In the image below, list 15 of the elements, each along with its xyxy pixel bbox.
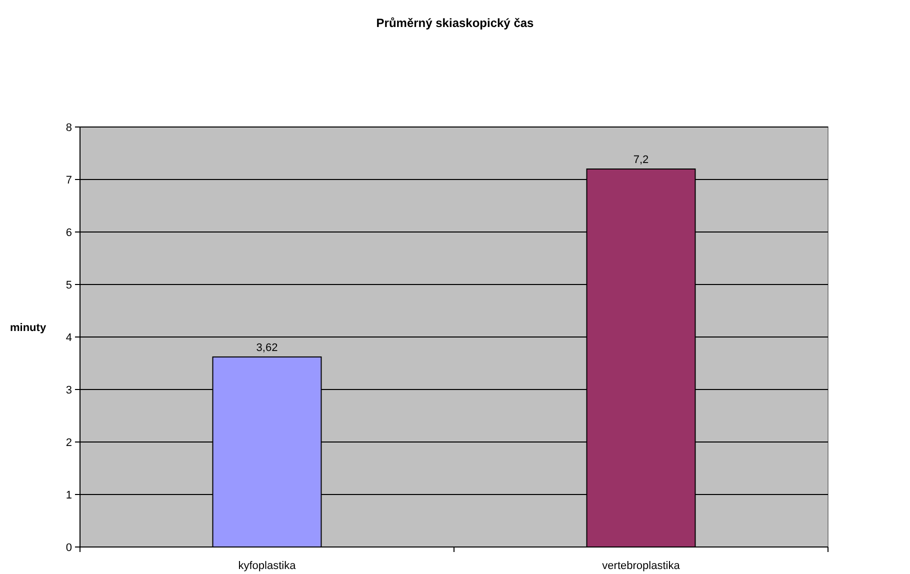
y-tick-label: 7: [66, 174, 72, 186]
y-tick-label: 5: [66, 279, 72, 292]
y-tick-label: 6: [66, 226, 72, 239]
y-tick-label: 2: [66, 436, 72, 449]
y-tick-label: 4: [66, 332, 72, 344]
y-tick-label: 8: [66, 122, 72, 134]
x-tick-label: kyfoplastika: [238, 560, 297, 572]
data-label: 3,62: [256, 342, 278, 354]
data-label: 7,2: [633, 154, 649, 166]
x-tick-label: vertebroplastika: [602, 560, 681, 572]
y-tick-label: 3: [66, 384, 72, 396]
chart-title: Průměrný skiaskopický čas: [376, 16, 534, 30]
y-tick-label: 0: [66, 542, 72, 554]
y-axis-title: minuty: [10, 322, 47, 334]
y-tick-label: 1: [66, 489, 72, 502]
